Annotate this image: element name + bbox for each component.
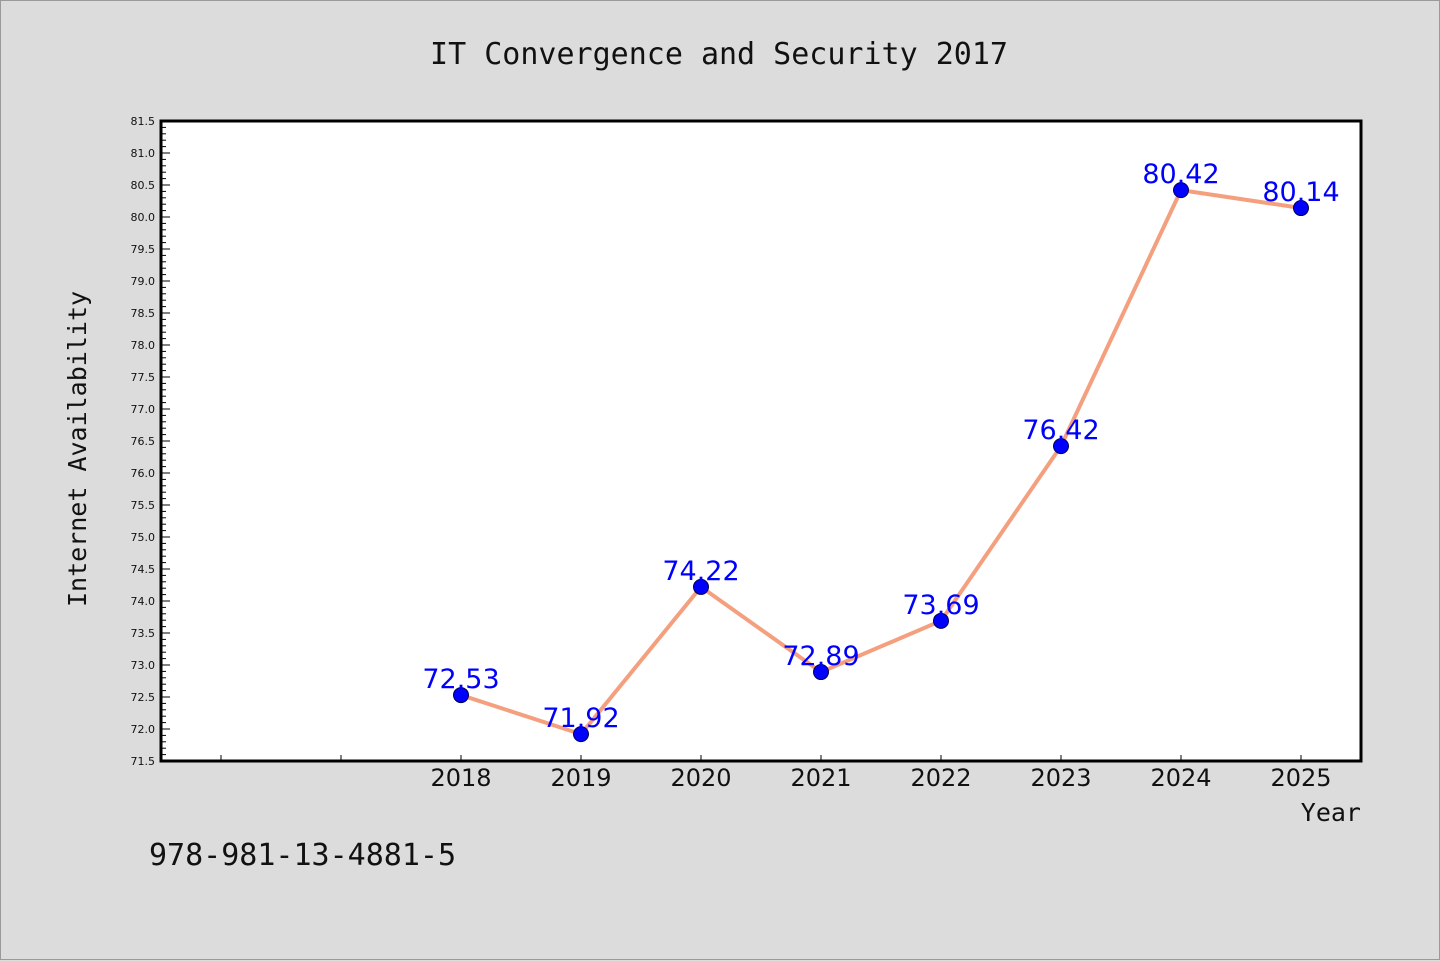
data-label: 72.53: [422, 664, 499, 695]
x-tick-label: 2025: [1270, 764, 1331, 792]
y-tick-label: 79.0: [131, 275, 156, 288]
x-tick-label: 2023: [1030, 764, 1091, 792]
data-label: 80.14: [1262, 177, 1339, 208]
y-tick-label: 73.5: [131, 627, 156, 640]
plot-area: [159, 119, 1363, 763]
data-label: 71.92: [542, 703, 619, 734]
y-tick-label: 78.5: [131, 307, 156, 320]
data-point: [453, 687, 469, 704]
x-axis-ticks: 2018 2019 2020 2021 2022 2023 2024 2025: [220, 755, 1332, 792]
x-tick-label: 2018: [430, 764, 491, 792]
x-tick-label: 2020: [670, 764, 731, 792]
data-point: [813, 664, 829, 681]
series-line: [460, 188, 1302, 737]
y-tick-label: 77.5: [131, 371, 156, 384]
series-layer: 72.53 71.92 74.22 72.89 73.69 76.42 80.42 80.14: [422, 159, 1340, 743]
y-axis-label: Internet Availability: [63, 291, 92, 607]
x-tick-label: 2022: [910, 764, 971, 792]
x-tick-label: 2024: [1150, 764, 1211, 792]
data-point: [573, 726, 589, 743]
x-axis-label: Year: [1301, 798, 1361, 827]
data-label: 76.42: [1022, 415, 1099, 446]
data-point: [933, 612, 949, 629]
y-tick-label: 75.5: [131, 499, 156, 512]
y-tick-label: 75.0: [131, 531, 156, 544]
y-tick-label: 79.5: [131, 243, 156, 256]
y-tick-label: 81.0: [131, 147, 156, 160]
y-tick-label: 71.5: [131, 755, 156, 768]
data-label: 73.69: [902, 590, 979, 621]
data-point: [693, 578, 709, 595]
y-tick-label: 76.5: [131, 435, 156, 448]
x-tick-label: 2021: [790, 764, 851, 792]
y-tick-label: 74.0: [131, 595, 156, 608]
data-label: 74.22: [662, 556, 739, 587]
chart-title: IT Convergence and Security 2017: [430, 37, 1008, 72]
y-tick-label: 74.5: [131, 563, 156, 576]
data-point: [1053, 438, 1069, 455]
data-point: [1293, 200, 1309, 217]
y-tick-label: 73.0: [131, 659, 156, 672]
y-tick-label: 72.0: [131, 723, 156, 736]
data-point: [1173, 182, 1189, 199]
y-tick-label: 72.5: [131, 691, 156, 704]
y-tick-label: 78.0: [131, 339, 156, 352]
y-axis-ticks: 71.5 72.0 72.5 73.0 73.5 74.0 74.5 75.0 75.5 76.0…: [131, 115, 170, 768]
isbn-text: 978-981-13-4881-5: [149, 838, 456, 873]
y-tick-label: 77.0: [131, 403, 156, 416]
y-tick-label: 80.0: [131, 211, 156, 224]
data-label: 72.89: [782, 641, 859, 672]
y-tick-label: 81.5: [131, 115, 156, 128]
y-tick-label: 76.0: [131, 467, 156, 480]
y-tick-label: 80.5: [131, 179, 156, 192]
data-label: 80.42: [1142, 159, 1219, 190]
x-tick-label: 2019: [550, 764, 611, 792]
